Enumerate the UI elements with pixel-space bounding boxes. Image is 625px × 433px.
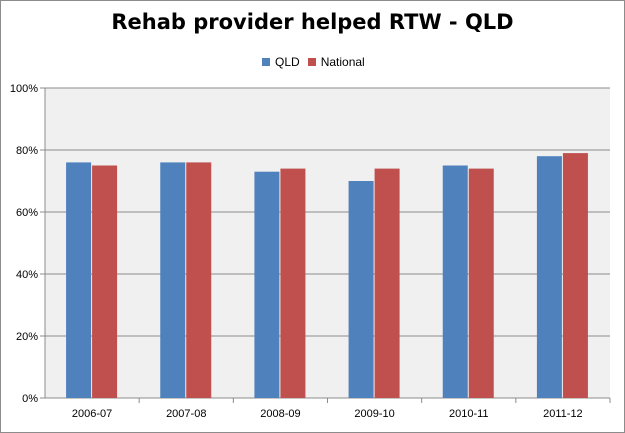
bar-qld-2010-11	[442, 165, 468, 398]
bar-qld-2011-12	[536, 156, 562, 398]
bar-qld-2009-10	[348, 181, 374, 398]
bar-national-2007-08	[186, 162, 212, 398]
legend-swatch-national	[307, 58, 316, 66]
x-tick-label: 2011-12	[543, 408, 583, 420]
bar-national-2006-07	[92, 165, 118, 398]
y-tick-label: 40%	[16, 269, 38, 281]
legend: QLD National	[262, 54, 373, 70]
y-tick-label: 0%	[22, 393, 38, 405]
x-tick-label: 2007-08	[166, 408, 206, 420]
legend-item-qld: QLD	[262, 55, 300, 69]
y-tick-label: 100%	[10, 83, 38, 95]
bar-qld-2008-09	[254, 171, 280, 398]
bar-national-2011-12	[562, 153, 588, 398]
x-tick-label: 2006-07	[72, 408, 112, 420]
x-tick-label: 2010-11	[449, 408, 489, 420]
y-tick-label: 20%	[16, 331, 38, 343]
y-tick-label: 60%	[16, 207, 38, 219]
chart-title: Rehab provider helped RTW - QLD	[111, 10, 514, 34]
bar-qld-2006-07	[66, 162, 92, 398]
bar-qld-2007-08	[160, 162, 186, 398]
bar-national-2010-11	[468, 168, 494, 398]
bar-national-2009-10	[374, 168, 400, 398]
legend-label-national: National	[320, 55, 365, 69]
plot-area	[45, 88, 610, 398]
x-tick-label: 2009-10	[354, 408, 394, 420]
legend-label-qld: QLD	[275, 55, 300, 69]
y-tick-label: 80%	[16, 145, 38, 157]
bar-national-2008-09	[280, 168, 306, 398]
legend-swatch-qld	[262, 58, 270, 66]
x-tick-label: 2008-09	[260, 408, 300, 420]
legend-item-national: National	[307, 55, 365, 69]
